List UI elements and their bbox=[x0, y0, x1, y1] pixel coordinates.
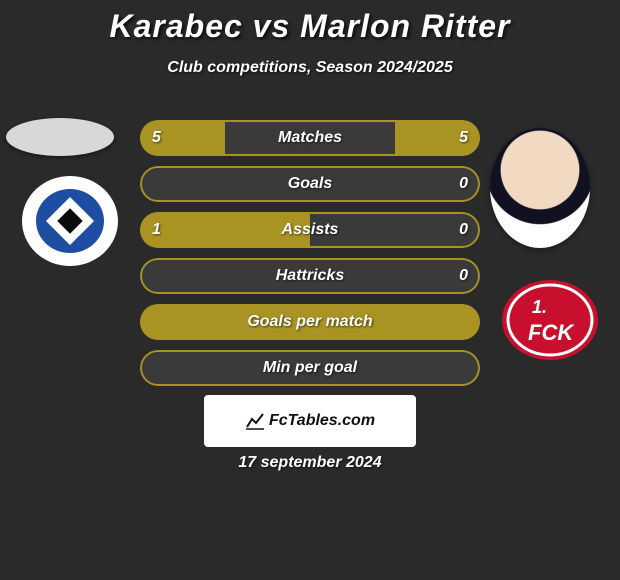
stat-label: Goals bbox=[140, 166, 480, 202]
player-avatar-right bbox=[490, 128, 590, 248]
stat-row: 10Assists bbox=[140, 212, 480, 248]
stat-label: Hattricks bbox=[140, 258, 480, 294]
stat-row: 0Goals bbox=[140, 166, 480, 202]
stat-row: Goals per match bbox=[140, 304, 480, 340]
stat-row: 55Matches bbox=[140, 120, 480, 156]
stat-label: Assists bbox=[140, 212, 480, 248]
player-photo-icon bbox=[490, 128, 590, 248]
club-badge-right: 1. FCK bbox=[500, 278, 600, 362]
date-text: 17 september 2024 bbox=[0, 454, 620, 472]
fck-badge-icon: 1. FCK bbox=[500, 278, 600, 362]
hsv-badge-icon bbox=[20, 174, 120, 268]
stat-label: Goals per match bbox=[140, 304, 480, 340]
attribution-text: FcTables.com bbox=[269, 412, 375, 430]
attribution-badge: FcTables.com bbox=[204, 395, 416, 447]
svg-text:1.: 1. bbox=[532, 297, 547, 317]
stat-row: 0Hattricks bbox=[140, 258, 480, 294]
subtitle: Club competitions, Season 2024/2025 bbox=[0, 59, 620, 77]
stat-row: Min per goal bbox=[140, 350, 480, 386]
stat-label: Min per goal bbox=[140, 350, 480, 386]
svg-text:FCK: FCK bbox=[528, 320, 575, 345]
player-avatar-left bbox=[6, 118, 114, 156]
stat-label: Matches bbox=[140, 120, 480, 156]
page-title: Karabec vs Marlon Ritter bbox=[0, 0, 620, 45]
chart-line-icon bbox=[245, 411, 265, 431]
club-badge-left bbox=[20, 174, 120, 268]
stats-container: 55Matches 0Goals 10Assists 0Hattricks Goals … bbox=[140, 120, 480, 396]
